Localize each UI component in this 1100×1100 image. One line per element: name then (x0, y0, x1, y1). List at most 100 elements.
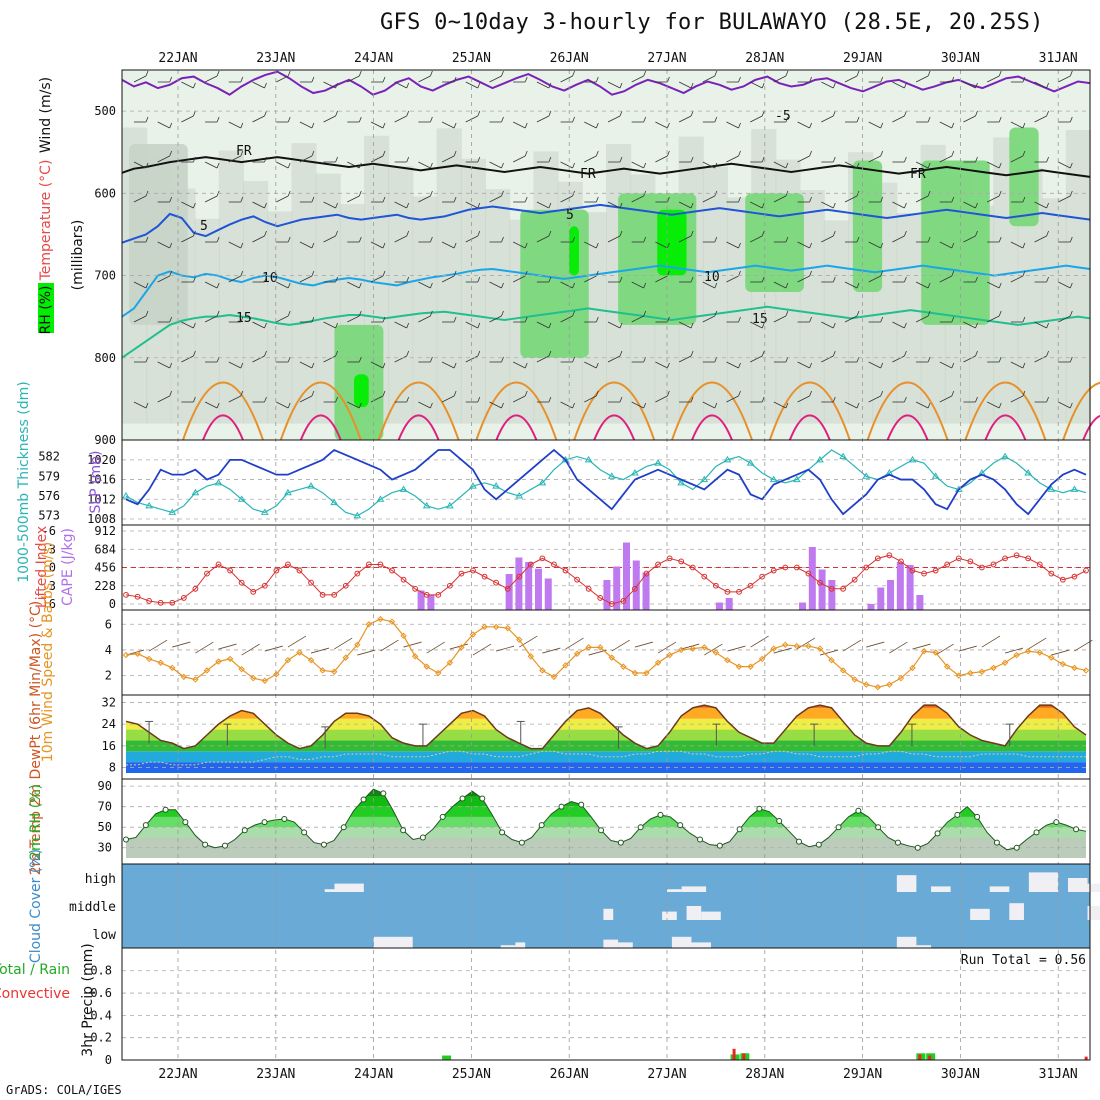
wind-barb (987, 281, 1000, 289)
y-tick-label: 684 (94, 542, 116, 556)
thickness-point (122, 492, 130, 499)
wind-barb (477, 156, 481, 163)
temperature-contour (964, 381, 1047, 441)
precip-convective-bar (918, 1054, 922, 1060)
thickness-point (631, 469, 639, 476)
wind-barb (430, 282, 433, 289)
cape-bar (417, 590, 425, 610)
wind-barb (347, 161, 360, 169)
rh-point (993, 839, 1000, 846)
wind-barb (489, 195, 502, 203)
y-tick-label: 1016 (87, 473, 116, 487)
wind-barb (145, 162, 149, 169)
wind-speed-point (215, 658, 222, 665)
wind-barb (904, 276, 907, 283)
wind-speed-point (492, 623, 500, 631)
wind-barb (216, 162, 220, 169)
wind-barb (204, 281, 218, 289)
wind-barb (951, 362, 955, 369)
lifted-index-point (724, 588, 731, 595)
wind-barb (477, 276, 481, 283)
wind-barb (927, 116, 931, 123)
y-tick-label: 1020 (87, 453, 116, 467)
cape-bar (642, 572, 650, 610)
rh-point (875, 824, 882, 831)
temperature-contour (121, 70, 1091, 96)
thickness-point (677, 478, 686, 486)
wind-barb (382, 196, 386, 203)
wind-speed-point (388, 618, 396, 625)
lifted-index-point (296, 567, 303, 574)
cloud-block (373, 936, 413, 948)
lifted-index-point (840, 585, 847, 592)
wind-barb (880, 196, 884, 203)
wind-speed-point (597, 644, 604, 651)
wind-barb (406, 82, 410, 89)
thickness-point (746, 459, 755, 466)
wind-barb (975, 82, 978, 89)
wind-barb (1010, 361, 1024, 369)
wind-barb (276, 401, 289, 409)
wind-barb (145, 70, 149, 77)
rh-point (162, 806, 169, 813)
wind-barb (904, 82, 907, 89)
y-axis-label: Lifted Index (34, 526, 50, 608)
rh-point (974, 813, 981, 820)
wind-speed-point (435, 669, 442, 677)
wind-barb (714, 402, 718, 409)
wind-barb (501, 236, 504, 243)
wind-barb (761, 230, 765, 237)
cloud-background (122, 864, 1090, 948)
thickness-point (862, 472, 871, 479)
lifted-index-point (342, 582, 349, 589)
wind-barb (489, 315, 502, 323)
wind-barb (1034, 115, 1047, 123)
wind-barb (844, 315, 858, 323)
wind-speed-point (261, 677, 269, 684)
wind-barb (453, 76, 457, 83)
wind-barb (536, 321, 550, 329)
wind-speed-point (990, 664, 997, 672)
lifted-index-point (516, 573, 523, 580)
lifted-index-point (551, 561, 557, 568)
wind-barb (252, 81, 265, 89)
date-label-top: 22JAN (158, 51, 197, 66)
wind-barb (477, 202, 481, 209)
cloud-block (691, 942, 712, 948)
wind-barb (951, 122, 955, 129)
wind-barb (548, 82, 552, 89)
wind-barb (264, 110, 267, 117)
cloud-block (500, 945, 516, 948)
y-tick-label: 0.2 (90, 1031, 112, 1045)
rh-cell (354, 374, 369, 408)
date-label-top: 28JAN (745, 51, 784, 66)
wind-barb (441, 395, 455, 403)
wind-barb (987, 75, 1000, 83)
rh-point (637, 824, 644, 831)
wind-barb (477, 350, 481, 357)
y-tick-label: 582 (38, 450, 60, 464)
wind-barb (690, 110, 694, 117)
wind-barb (935, 643, 954, 656)
lifted-index-point (736, 588, 742, 595)
wind-barb (323, 235, 336, 243)
wind-barb (880, 242, 884, 249)
temperature-contour (1062, 382, 1100, 441)
wind-barb (287, 116, 291, 123)
wind-speed-point (226, 655, 234, 663)
wind-barb (449, 643, 468, 650)
wind-barb (975, 202, 978, 209)
thickness-point (1024, 469, 1033, 476)
lifted-index-point (990, 561, 997, 568)
wind-barb (264, 230, 267, 237)
wind-barb (453, 362, 457, 369)
lifted-index-point (979, 564, 985, 571)
wind-barb (1046, 350, 1049, 357)
wind-barb (750, 355, 763, 363)
wind-barb (773, 281, 787, 289)
wind-speed-point (354, 641, 361, 649)
wind-barb (157, 361, 170, 369)
cloud-level-label: low (93, 928, 117, 943)
rh-cell (921, 160, 990, 325)
wind-barb (572, 310, 575, 317)
